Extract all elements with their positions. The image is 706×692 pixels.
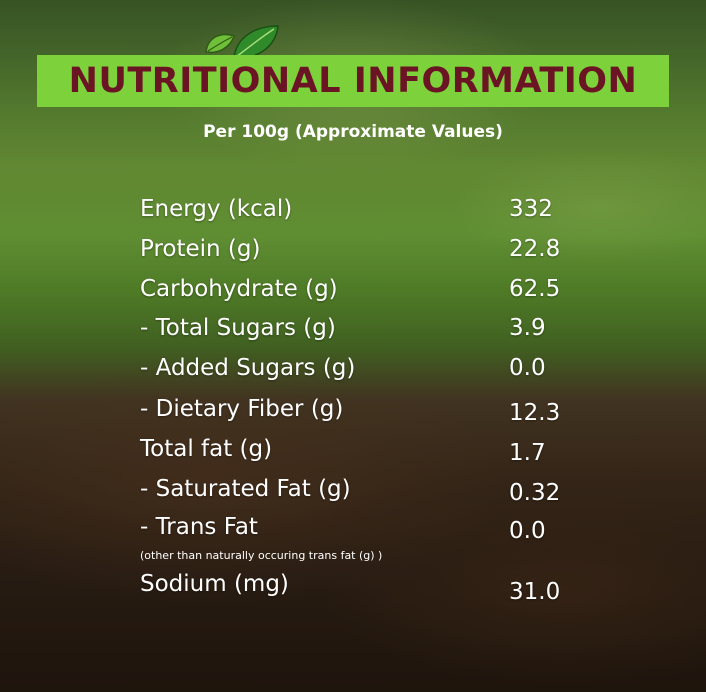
nutrient-value: 332 bbox=[509, 196, 553, 222]
nutrient-value: 0.0 bbox=[509, 518, 546, 544]
nutrient-label: - Dietary Fiber (g) bbox=[140, 396, 344, 422]
nutrient-label: Sodium (mg) bbox=[140, 571, 289, 597]
nutrient-row-total-fat: Total fat (g) 1.7 bbox=[0, 436, 706, 472]
nutrient-value: 62.5 bbox=[509, 276, 561, 302]
nutrient-value: 12.3 bbox=[509, 400, 561, 426]
nutrient-value: 1.7 bbox=[509, 440, 546, 466]
nutrient-value: 0.32 bbox=[509, 480, 561, 506]
nutrient-label: - Added Sugars (g) bbox=[140, 355, 356, 381]
serving-subtitle: Per 100g (Approximate Values) bbox=[203, 122, 503, 142]
nutrient-value: 22.8 bbox=[509, 236, 561, 262]
page-title: NUTRITIONAL INFORMATION bbox=[68, 61, 638, 101]
nutrient-label: - Saturated Fat (g) bbox=[140, 476, 351, 502]
nutrient-row-energy: Energy (kcal) 332 bbox=[0, 196, 706, 232]
nutrient-label: - Total Sugars (g) bbox=[140, 315, 336, 341]
nutrient-label: Carbohydrate (g) bbox=[140, 276, 338, 302]
nutrient-row-dietary-fiber: - Dietary Fiber (g) 12.3 bbox=[0, 396, 706, 432]
nutrient-row-carbohydrate: Carbohydrate (g) 62.5 bbox=[0, 276, 706, 312]
nutrient-row-saturated-fat: - Saturated Fat (g) 0.32 bbox=[0, 476, 706, 512]
nutrient-row-added-sugars: - Added Sugars (g) 0.0 bbox=[0, 355, 706, 391]
nutrient-value: 0.0 bbox=[509, 355, 546, 381]
trans-fat-footnote: (other than naturally occuring trans fat… bbox=[140, 549, 383, 562]
nutrient-label: Energy (kcal) bbox=[140, 196, 293, 222]
nutrient-row-sodium: Sodium (mg) 31.0 bbox=[0, 571, 706, 607]
nutrient-label: - Trans Fat bbox=[140, 514, 258, 540]
nutrient-value: 3.9 bbox=[509, 315, 546, 341]
nutrient-label: Total fat (g) bbox=[140, 436, 273, 462]
nutrient-row-trans-fat: - Trans Fat 0.0 bbox=[0, 514, 706, 550]
nutrient-row-total-sugars: - Total Sugars (g) 3.9 bbox=[0, 315, 706, 351]
nutrient-value: 31.0 bbox=[509, 579, 561, 605]
nutrient-row-protein: Protein (g) 22.8 bbox=[0, 236, 706, 272]
nutrient-label: Protein (g) bbox=[140, 236, 261, 262]
title-banner: NUTRITIONAL INFORMATION bbox=[37, 55, 669, 107]
